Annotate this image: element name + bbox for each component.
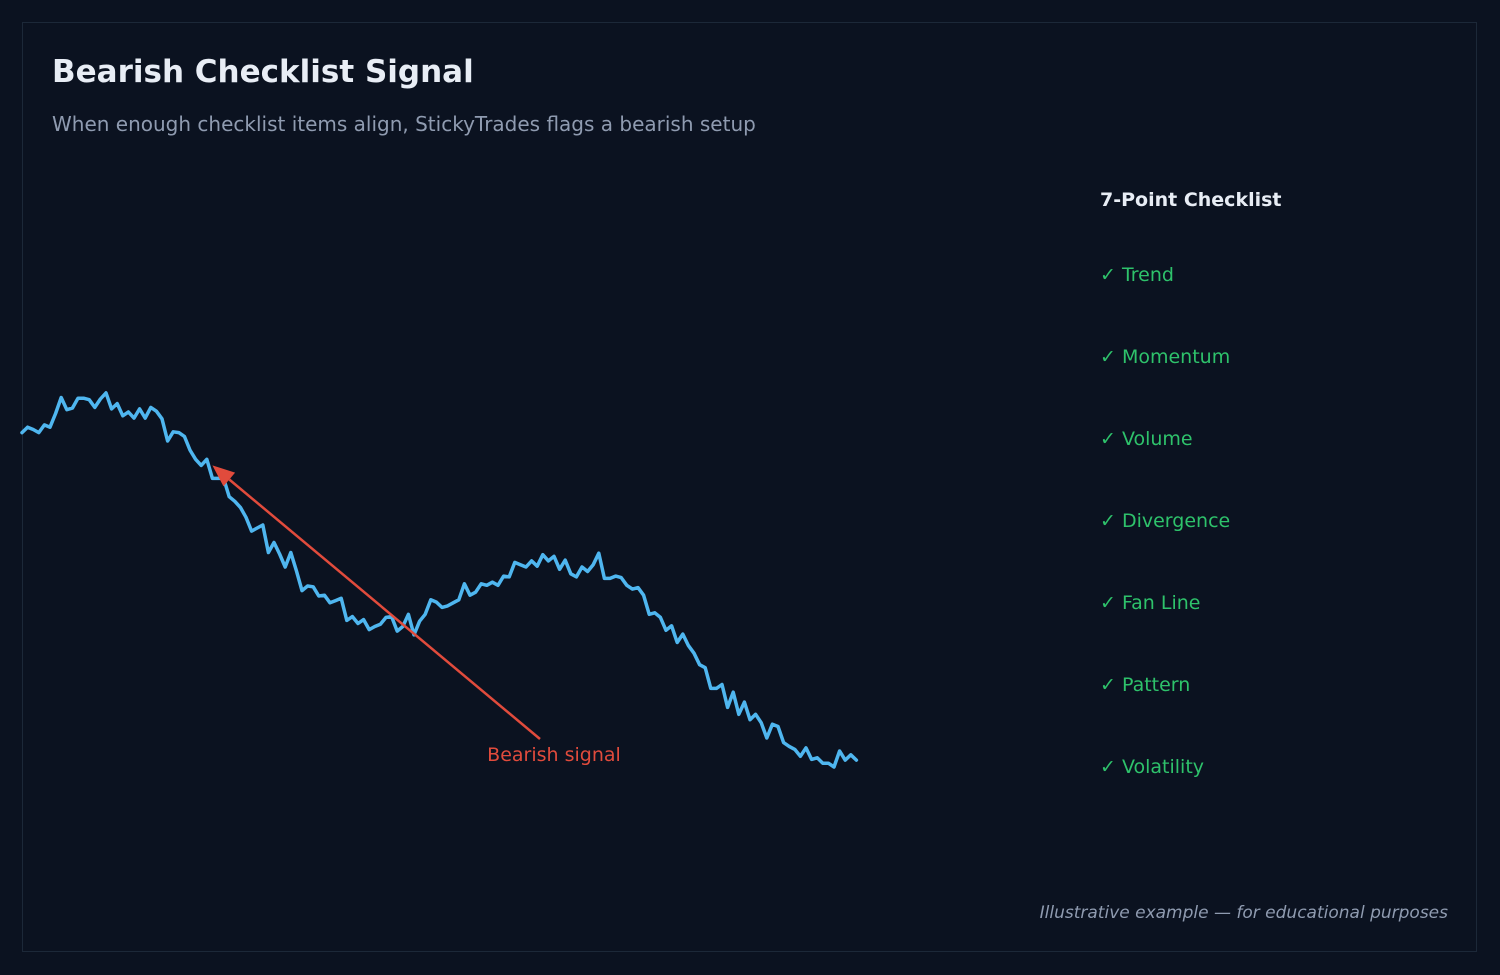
bearish-signal-label: Bearish signal [487,744,621,766]
chart-title: Bearish Checklist Signal [52,54,474,90]
checklist-item-trend: ✓ Trend [1100,264,1174,286]
price-line-series [20,391,859,769]
checklist-title: 7-Point Checklist [1100,189,1282,211]
checklist-item-fan-line: ✓ Fan Line [1100,592,1201,614]
checklist-item-divergence: ✓ Divergence [1100,510,1231,532]
checklist-item-momentum: ✓ Momentum [1100,346,1231,368]
chart-frame [22,22,1477,952]
bearish-signal-arrowhead [212,465,236,487]
checklist-item-volatility: ✓ Volatility [1100,756,1205,778]
footnote: Illustrative example — for educational p… [1039,903,1448,923]
chart-subtitle: When enough checklist items align, Stick… [52,112,756,136]
bearish-signal-arrow [228,478,541,740]
checklist-item-pattern: ✓ Pattern [1100,674,1191,696]
checklist-item-volume: ✓ Volume [1100,428,1193,450]
